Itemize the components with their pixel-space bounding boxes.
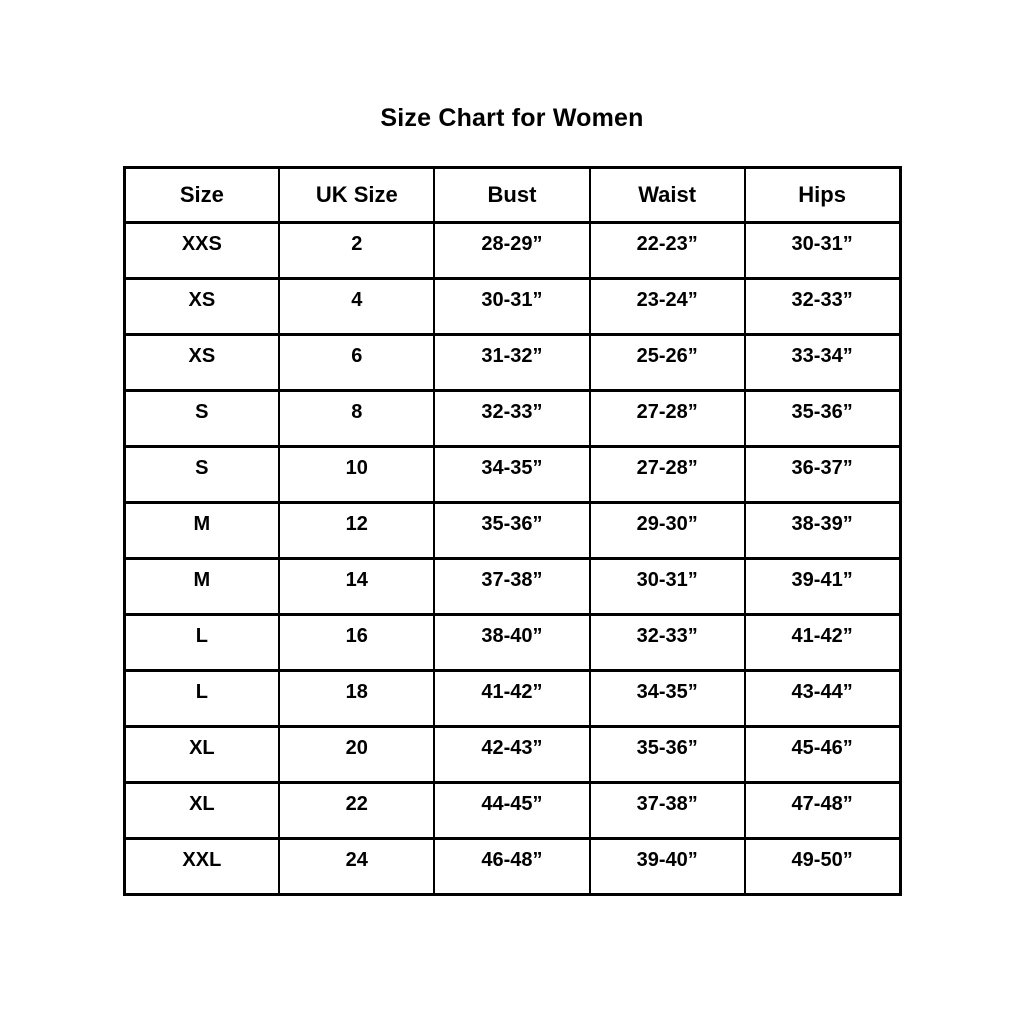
table-cell-hips: 41-42”: [743, 613, 902, 672]
table-cell-waist: 30-31”: [588, 557, 746, 616]
table-row: S 10 34-35” 27-28” 36-37”: [122, 445, 902, 504]
table-cell-uk-size: 18: [278, 669, 436, 728]
table-cell-waist: 27-28”: [588, 389, 746, 448]
table-cell-bust: 42-43”: [433, 725, 591, 784]
table-cell-bust: 28-29”: [433, 221, 591, 280]
table-cell-bust: 46-48”: [433, 837, 591, 896]
table-cell-waist: 27-28”: [588, 445, 746, 504]
table-cell-uk-size: 12: [278, 501, 436, 560]
table-cell-size: XXS: [122, 221, 281, 280]
table-cell-uk-size: 4: [278, 277, 436, 336]
table-cell-hips: 33-34”: [743, 333, 902, 392]
table-cell-waist: 29-30”: [588, 501, 746, 560]
column-header-uk-size: UK Size: [278, 166, 436, 224]
table-row: XS 4 30-31” 23-24” 32-33”: [122, 277, 902, 336]
table-cell-size: XS: [122, 333, 281, 392]
page-title: Size Chart for Women: [380, 104, 644, 132]
table-cell-size: XS: [122, 277, 281, 336]
table-body: XXS 2 28-29” 22-23” 30-31” XS 4 30-31” 23-24” 32-…: [122, 221, 902, 896]
table-row: XXS 2 28-29” 22-23” 30-31”: [122, 221, 902, 280]
table-cell-waist: 39-40”: [588, 837, 746, 896]
table-cell-hips: 47-48”: [743, 781, 902, 840]
table-cell-size: M: [122, 501, 281, 560]
table-row: L 18 41-42” 34-35” 43-44”: [122, 669, 902, 728]
table-cell-uk-size: 10: [278, 445, 436, 504]
table-row: XL 22 44-45” 37-38” 47-48”: [122, 781, 902, 840]
table-header-row: Size UK Size Bust Waist Hips: [122, 166, 902, 224]
table-cell-waist: 37-38”: [588, 781, 746, 840]
table-cell-uk-size: 8: [278, 389, 436, 448]
column-header-waist: Waist: [588, 166, 746, 224]
table-cell-size: M: [122, 557, 281, 616]
size-chart-table: Size UK Size Bust Waist Hips XXS 2 28-29” 22-23…: [122, 166, 902, 896]
table-cell-waist: 32-33”: [588, 613, 746, 672]
table-cell-bust: 44-45”: [433, 781, 591, 840]
table-cell-hips: 49-50”: [743, 837, 902, 896]
table-row: XXL 24 46-48” 39-40” 49-50”: [122, 837, 902, 896]
table-row: M 14 37-38” 30-31” 39-41”: [122, 557, 902, 616]
table-cell-uk-size: 14: [278, 557, 436, 616]
table-cell-bust: 32-33”: [433, 389, 591, 448]
table-cell-waist: 35-36”: [588, 725, 746, 784]
table-cell-waist: 22-23”: [588, 221, 746, 280]
table-cell-uk-size: 16: [278, 613, 436, 672]
table-row: XS 6 31-32” 25-26” 33-34”: [122, 333, 902, 392]
table-cell-hips: 39-41”: [743, 557, 902, 616]
table-cell-size: XXL: [122, 837, 281, 896]
table-cell-hips: 30-31”: [743, 221, 902, 280]
table-cell-bust: 41-42”: [433, 669, 591, 728]
table-cell-waist: 25-26”: [588, 333, 746, 392]
table-cell-size: XL: [122, 725, 281, 784]
table-cell-size: S: [122, 445, 281, 504]
table-row: S 8 32-33” 27-28” 35-36”: [122, 389, 902, 448]
table-cell-size: S: [122, 389, 281, 448]
table-cell-uk-size: 24: [278, 837, 436, 896]
table-cell-uk-size: 22: [278, 781, 436, 840]
table-cell-hips: 36-37”: [743, 445, 902, 504]
table-cell-size: L: [122, 613, 281, 672]
table-cell-bust: 34-35”: [433, 445, 591, 504]
table-cell-hips: 38-39”: [743, 501, 902, 560]
table-cell-hips: 32-33”: [743, 277, 902, 336]
table-cell-uk-size: 6: [278, 333, 436, 392]
table-cell-waist: 23-24”: [588, 277, 746, 336]
table-cell-waist: 34-35”: [588, 669, 746, 728]
table-cell-bust: 38-40”: [433, 613, 591, 672]
table-cell-bust: 35-36”: [433, 501, 591, 560]
table-row: M 12 35-36” 29-30” 38-39”: [122, 501, 902, 560]
table-cell-bust: 37-38”: [433, 557, 591, 616]
table-row: L 16 38-40” 32-33” 41-42”: [122, 613, 902, 672]
table-cell-bust: 30-31”: [433, 277, 591, 336]
table-cell-hips: 43-44”: [743, 669, 902, 728]
table-cell-hips: 35-36”: [743, 389, 902, 448]
table-header: Size UK Size Bust Waist Hips: [122, 166, 902, 224]
table-cell-uk-size: 2: [278, 221, 436, 280]
column-header-size: Size: [122, 166, 281, 224]
table-row: XL 20 42-43” 35-36” 45-46”: [122, 725, 902, 784]
column-header-hips: Hips: [743, 166, 902, 224]
table-cell-bust: 31-32”: [433, 333, 591, 392]
column-header-bust: Bust: [433, 166, 591, 224]
table-cell-size: XL: [122, 781, 281, 840]
table-cell-hips: 45-46”: [743, 725, 902, 784]
table-cell-uk-size: 20: [278, 725, 436, 784]
table-cell-size: L: [122, 669, 281, 728]
